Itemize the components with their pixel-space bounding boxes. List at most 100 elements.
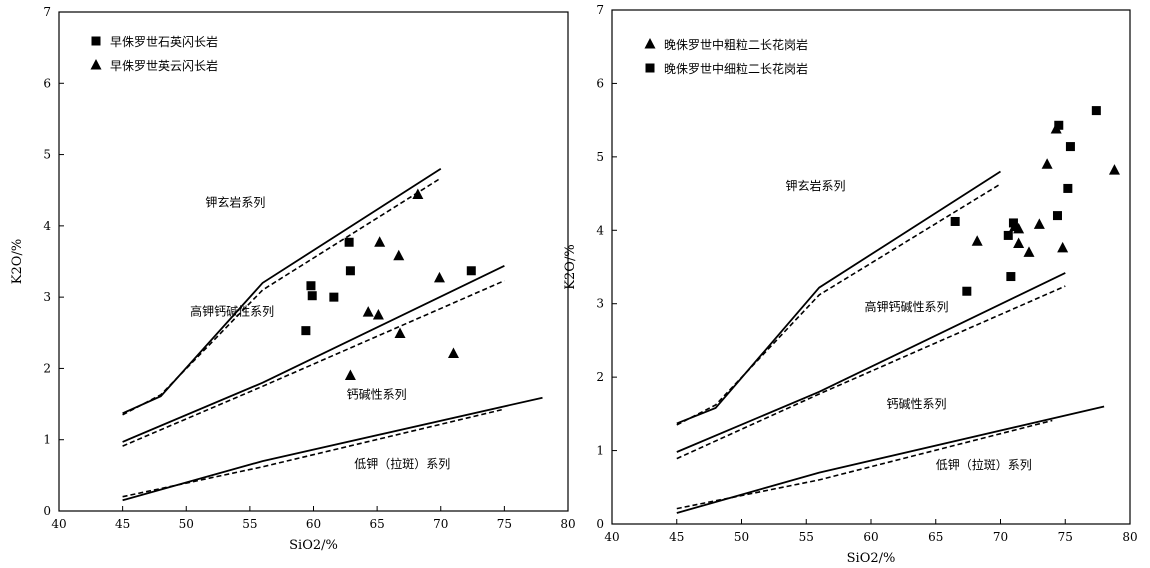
y-tick-label: 2 bbox=[43, 361, 51, 375]
square-data-point bbox=[301, 326, 311, 336]
y-tick-label: 5 bbox=[596, 150, 604, 164]
y-axis-title: K2O/% bbox=[10, 239, 25, 284]
triangle-data-point bbox=[1033, 218, 1045, 229]
y-tick-label: 0 bbox=[596, 517, 604, 531]
x-tick-label: 70 bbox=[433, 517, 448, 531]
region-label: 高钾钙碱性系列 bbox=[865, 299, 949, 314]
square-data-point bbox=[1065, 142, 1075, 152]
square-data-point bbox=[344, 237, 354, 247]
y-tick-label: 6 bbox=[596, 76, 604, 90]
x-tick-label: 55 bbox=[242, 517, 257, 531]
x-axis-title: SiO2/% bbox=[847, 551, 896, 566]
triangle-data-point bbox=[344, 369, 356, 381]
series-boundary-line bbox=[122, 168, 442, 415]
square-data-point bbox=[1052, 211, 1062, 221]
triangle-data-point bbox=[1057, 241, 1069, 253]
triangle-data-point bbox=[1013, 222, 1025, 234]
x-tick-label: 70 bbox=[993, 530, 1008, 544]
triangle-data-point bbox=[372, 308, 384, 320]
series-boundary-line bbox=[122, 264, 505, 443]
x-tick-label: 55 bbox=[799, 530, 814, 544]
square-data-point bbox=[962, 286, 972, 296]
square-data-point bbox=[1091, 106, 1101, 116]
series-boundary-line bbox=[676, 405, 1105, 514]
series-boundary-line bbox=[676, 170, 1001, 425]
y-tick-label: 1 bbox=[43, 433, 51, 447]
square-data-point bbox=[1006, 272, 1016, 282]
square-data-point bbox=[1063, 183, 1073, 193]
legend-triangle-icon bbox=[90, 59, 102, 70]
y-axis-title: K2O/% bbox=[563, 244, 578, 289]
right-chart-panel: 40 45 50 55 60 65 70 75 8001234567SiO2/%K2O/%钾玄岩… bbox=[563, 3, 1138, 566]
region-label: 低钾（拉斑）系列 bbox=[936, 457, 1032, 472]
y-tick-label: 7 bbox=[596, 3, 604, 17]
legend-square-icon bbox=[91, 36, 101, 46]
region-label: 钾玄岩系列 bbox=[205, 195, 265, 210]
series-boundary-dashed-line bbox=[122, 408, 505, 498]
x-tick-label: 50 bbox=[734, 530, 749, 544]
y-tick-label: 7 bbox=[43, 5, 51, 19]
triangle-data-point bbox=[1108, 164, 1120, 175]
y-tick-label: 4 bbox=[43, 219, 51, 233]
region-label: 钙碱性系列 bbox=[347, 387, 407, 401]
y-tick-label: 6 bbox=[43, 76, 51, 90]
series-boundary-line bbox=[676, 272, 1066, 453]
triangle-data-point bbox=[433, 271, 445, 283]
triangle-data-point bbox=[971, 235, 983, 246]
square-data-point bbox=[329, 292, 339, 302]
region-label: 钙碱性系列 bbox=[887, 397, 947, 411]
triangle-data-point bbox=[447, 347, 459, 358]
series-boundary-dashed-line bbox=[676, 285, 1066, 460]
legend-square-icon bbox=[645, 63, 655, 73]
region-label: 低钾（拉斑）系列 bbox=[354, 456, 450, 471]
legend-entry: 晚侏罗世中细粒二长花岗岩 bbox=[664, 61, 808, 76]
x-tick-label: 45 bbox=[669, 530, 684, 544]
square-data-point bbox=[1008, 218, 1018, 228]
x-tick-label: 65 bbox=[369, 517, 384, 531]
region-label: 高钾钙碱性系列 bbox=[190, 304, 274, 319]
y-tick-label: 4 bbox=[596, 223, 604, 237]
x-tick-label: 65 bbox=[928, 530, 943, 544]
series-boundary-line bbox=[122, 396, 543, 502]
legend-triangle-icon bbox=[644, 38, 656, 49]
square-data-point bbox=[345, 266, 355, 276]
x-tick-label: 40 bbox=[604, 530, 619, 544]
y-tick-label: 0 bbox=[43, 504, 51, 518]
square-data-point bbox=[306, 281, 316, 291]
legend-entry: 早侏罗世石英闪长岩 bbox=[110, 34, 218, 49]
square-data-point bbox=[1054, 120, 1064, 130]
x-axis-title: SiO2/% bbox=[289, 538, 338, 553]
region-label: 钾玄岩系列 bbox=[786, 178, 846, 193]
x-tick-label: 80 bbox=[1122, 530, 1137, 544]
legend-entry: 晚侏罗世中粗粒二长花岗岩 bbox=[664, 37, 808, 52]
triangle-data-point bbox=[1041, 158, 1053, 169]
left-chart-panel: 40 45 50 55 60 65 70 75 8001234567SiO2/%K2O/%钾玄岩… bbox=[10, 5, 576, 553]
square-data-point bbox=[950, 216, 960, 226]
y-tick-label: 2 bbox=[596, 370, 604, 384]
series-boundary-dashed-line bbox=[676, 419, 1053, 510]
x-tick-label: 80 bbox=[560, 517, 575, 531]
triangle-data-point bbox=[394, 327, 406, 338]
y-tick-label: 3 bbox=[596, 297, 604, 311]
square-data-point bbox=[307, 291, 317, 301]
legend-entry: 早侏罗世英云闪长岩 bbox=[110, 58, 218, 73]
triangle-data-point bbox=[1023, 246, 1035, 257]
x-tick-label: 40 bbox=[51, 517, 66, 531]
x-tick-label: 60 bbox=[863, 530, 878, 544]
triangle-data-point bbox=[362, 306, 374, 317]
x-tick-label: 45 bbox=[115, 517, 130, 531]
y-tick-label: 5 bbox=[43, 148, 51, 162]
x-tick-label: 75 bbox=[497, 517, 512, 531]
y-tick-label: 3 bbox=[43, 290, 51, 304]
x-tick-label: 75 bbox=[1058, 530, 1073, 544]
x-tick-label: 50 bbox=[179, 517, 194, 531]
triangle-data-point bbox=[1013, 237, 1025, 249]
series-boundary-dashed-line bbox=[122, 279, 505, 447]
triangle-data-point bbox=[412, 188, 424, 199]
square-data-point bbox=[466, 266, 476, 276]
y-tick-label: 1 bbox=[596, 444, 604, 458]
x-tick-label: 60 bbox=[306, 517, 321, 531]
triangle-data-point bbox=[393, 249, 405, 261]
triangle-data-point bbox=[374, 236, 386, 247]
